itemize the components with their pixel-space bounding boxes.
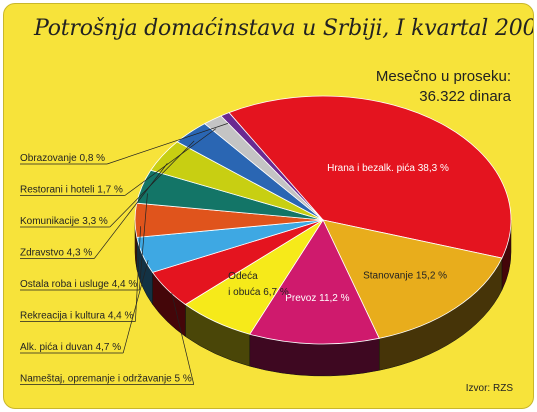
slice-label-7: Rekreacija i kultura 4,4 % [20,311,133,322]
leader-line-6 [122,260,149,354]
slice-label-9: Zdravstvo 4,3 % [20,248,92,259]
pie-slice-2 [322,219,503,339]
chart-subtitle-line2: 36.322 dinara [419,88,511,105]
pie-side-walls [134,219,512,377]
slice-label-4-line1: Odeća [228,271,258,282]
slice-label-3: Prevoz 11,2 % [285,293,349,304]
slice-label-8: Ostala roba i usluge 4,4 % [20,279,137,290]
leader-line-10 [109,140,195,228]
leader-line-12 [106,123,228,165]
slice-label-1: Hrana i bezalk. pića 38,3 % [327,163,449,174]
pie-labels: Hrana i bezalk. pića 38,3 % Stanovanje 15… [20,123,449,385]
leader-line-5 [171,293,195,385]
slice-label-12: Obrazovanje 0,8 % [20,153,105,164]
pie-top [134,95,512,345]
leader-line-11 [124,128,217,196]
pie-slice-3 [249,219,380,345]
leader-line-9 [93,163,168,259]
slice-label-11: Restorani i hoteli 1,7 % [20,185,123,196]
slice-label-10: Komunikacije 3,3 % [20,216,108,227]
slice-label-4-line2: i obuća 6,7 % [228,287,289,298]
slice-label-6: Alk. pića i duvan 4,7 % [20,342,121,353]
leader-line-8 [138,193,148,291]
slice-label-2: Stanovanje 15,2 % [363,271,447,282]
source-note: Izvor: RZS [465,383,513,394]
pie-slice-12 [220,112,324,221]
slice-label-5: Nameštaj, opremanje i održavanje 5 % [20,374,192,385]
chart-subtitle-line1: Mesečno u proseku: [375,68,511,85]
chart-title: Potrošnja domaćinstava u Srbiji, I kvart… [34,16,534,41]
pie-slice-1 [228,95,512,259]
